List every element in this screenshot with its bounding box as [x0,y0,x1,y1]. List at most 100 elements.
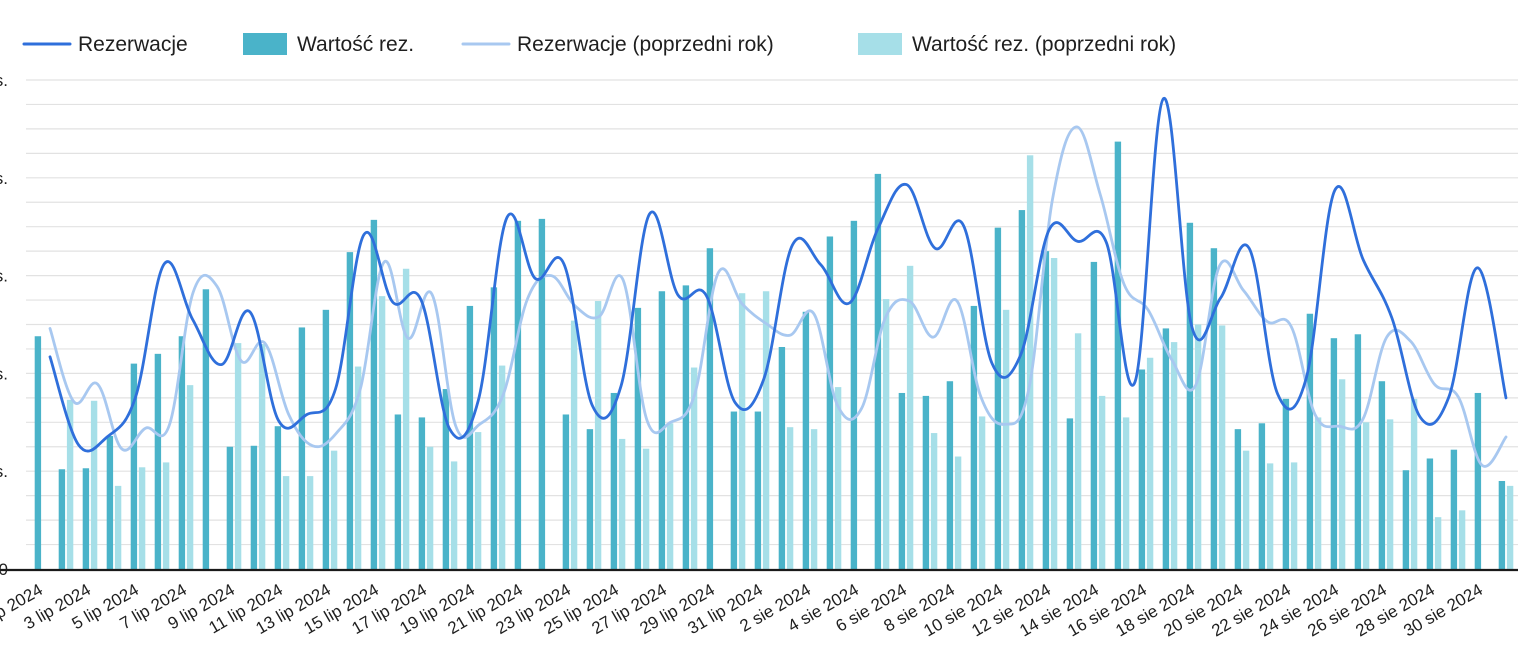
bar-value-prev-year-43[interactable] [1074,333,1082,569]
bar-value-prev-year-29[interactable] [738,293,746,569]
bar-value-35[interactable] [874,173,882,569]
bar-value-61[interactable] [1498,480,1506,569]
bar-value-prev-year-61[interactable] [1506,485,1514,569]
bar-value-prev-year-1[interactable] [66,399,74,569]
bar-value-14[interactable] [370,219,378,569]
bar-value-prev-year-12[interactable] [330,450,338,569]
bar-value-51[interactable] [1258,423,1266,569]
bar-value-34[interactable] [850,220,858,569]
bar-value-prev-year-9[interactable] [258,344,266,569]
bar-value-prev-year-4[interactable] [138,467,146,569]
bar-value-50[interactable] [1234,429,1242,569]
bar-value-57[interactable] [1402,470,1410,569]
bar-value-prev-year-23[interactable] [594,301,602,569]
bar-value-13[interactable] [346,252,354,570]
bar-value-41[interactable] [1018,210,1026,569]
bar-value-60[interactable] [1474,392,1482,569]
bar-value-prev-year-32[interactable] [810,429,818,569]
bar-value-30[interactable] [754,411,762,569]
bar-value-prev-year-11[interactable] [306,476,314,569]
bar-value-prev-year-58[interactable] [1434,517,1442,569]
legend-item-0[interactable]: Rezerwacje [22,33,188,56]
bar-value-prev-year-46[interactable] [1146,357,1154,569]
bar-value-prev-year-16[interactable] [426,446,434,569]
bar-value-56[interactable] [1378,381,1386,569]
legend-item-3[interactable]: Wartość rez. (poprzedni rok) [858,33,1176,56]
bar-value-31[interactable] [778,346,786,569]
bar-value-prev-year-42[interactable] [1050,257,1058,569]
bar-value-prev-year-13[interactable] [354,366,362,569]
legend-item-1[interactable]: Wartość rez. [243,33,414,56]
bar-value-prev-year-26[interactable] [666,423,674,569]
bar-value-prev-year-27[interactable] [690,367,698,569]
bar-value-prev-year-50[interactable] [1242,450,1250,569]
bar-value-prev-year-41[interactable] [1026,155,1034,569]
bar-value-prev-year-6[interactable] [186,385,194,569]
bar-value-prev-year-3[interactable] [114,485,122,569]
bar-value-16[interactable] [418,417,426,569]
bar-value-prev-year-25[interactable] [642,448,650,569]
bar-value-prev-year-17[interactable] [450,461,458,569]
bar-value-55[interactable] [1354,334,1362,569]
bar-value-53[interactable] [1306,313,1314,569]
legend[interactable]: Rezerwacje Wartość rez. Rezerwacje (poprze… [22,33,1176,56]
bar-value-4[interactable] [130,363,138,569]
bar-value-54[interactable] [1330,338,1338,569]
bar-value-prev-year-48[interactable] [1194,324,1202,570]
bar-value-45[interactable] [1114,141,1122,569]
bar-value-prev-year-47[interactable] [1170,342,1178,569]
bar-value-7[interactable] [202,289,210,569]
bar-value-23[interactable] [586,429,594,569]
bar-value-0[interactable] [34,336,42,569]
bar-value-9[interactable] [250,445,258,569]
bar-value-52[interactable] [1282,398,1290,569]
bar-value-prev-year-31[interactable] [786,427,794,569]
bar-value-2[interactable] [82,468,90,569]
bar-value-21[interactable] [538,218,546,569]
bar-value-prev-year-14[interactable] [378,296,386,569]
bar-value-prev-year-33[interactable] [834,387,842,569]
bar-value-46[interactable] [1138,369,1146,569]
bar-value-10[interactable] [274,426,282,569]
bar-value-prev-year-5[interactable] [162,462,170,569]
bar-value-17[interactable] [442,389,450,569]
bar-value-prev-year-37[interactable] [930,433,938,569]
bar-value-prev-year-18[interactable] [474,432,482,569]
bar-value-prev-year-59[interactable] [1458,510,1466,569]
bar-value-prev-year-19[interactable] [498,365,506,569]
bar-value-22[interactable] [562,414,570,569]
bar-value-58[interactable] [1426,458,1434,569]
bar-value-15[interactable] [394,414,402,569]
bar-value-prev-year-10[interactable] [282,476,290,569]
bar-value-prev-year-35[interactable] [882,299,890,569]
bar-value-5[interactable] [154,353,162,569]
bar-value-prev-year-54[interactable] [1338,379,1346,569]
bar-value-48[interactable] [1186,222,1194,569]
bar-value-prev-year-56[interactable] [1386,419,1394,569]
bar-value-prev-year-49[interactable] [1218,325,1226,569]
bar-value-32[interactable] [802,311,810,569]
bar-value-prev-year-36[interactable] [906,265,914,569]
bar-value-prev-year-57[interactable] [1410,398,1418,569]
bar-value-38[interactable] [946,381,954,569]
bar-value-8[interactable] [226,446,234,569]
bar-value-36[interactable] [898,392,906,569]
bar-value-20[interactable] [514,220,522,569]
bar-value-25[interactable] [634,307,642,569]
bar-value-prev-year-53[interactable] [1314,417,1322,569]
bar-value-prev-year-24[interactable] [618,438,626,569]
line-rezerwacje-prev-year[interactable] [48,125,1508,468]
bar-value-prev-year-45[interactable] [1122,417,1130,569]
bar-value-6[interactable] [178,336,186,569]
bar-value-prev-year-51[interactable] [1266,463,1274,569]
bar-value-3[interactable] [106,435,114,569]
bar-value-prev-year-40[interactable] [1002,309,1010,569]
bar-value-prev-year-15[interactable] [402,268,410,569]
line-rezerwacje[interactable] [48,97,1508,453]
bar-value-42[interactable] [1042,251,1050,569]
bar-value-prev-year-8[interactable] [234,343,242,569]
bar-value-40[interactable] [994,227,1002,570]
bar-value-28[interactable] [706,248,714,569]
bar-value-prev-year-38[interactable] [954,456,962,569]
bar-value-49[interactable] [1210,248,1218,569]
